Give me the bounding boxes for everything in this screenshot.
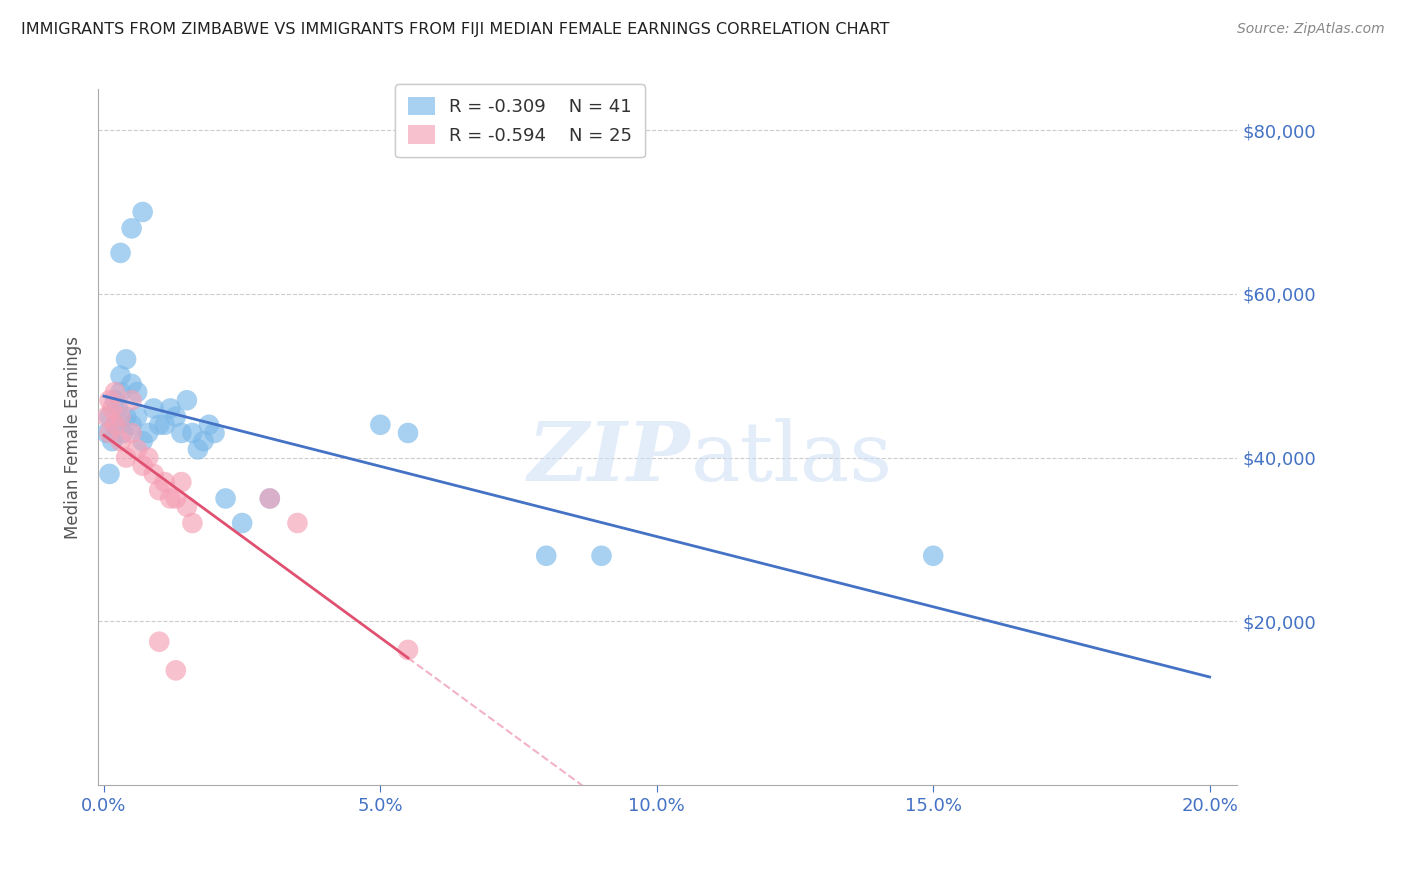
Point [107, 401, 129, 416]
Point [127, 385, 149, 400]
Point [110, 368, 132, 383]
Point [181, 516, 204, 530]
Point [165, 409, 187, 424]
Point [131, 458, 153, 473]
Point [181, 425, 204, 440]
Point [142, 401, 165, 416]
Point [153, 417, 176, 432]
Point [534, 549, 557, 563]
Point [170, 425, 193, 440]
Point [104, 385, 127, 400]
Point [165, 664, 187, 678]
Y-axis label: Median Female Earnings: Median Female Earnings [65, 335, 83, 539]
Point [159, 401, 181, 416]
Point [131, 434, 153, 449]
Point [104, 417, 127, 432]
Point [136, 450, 159, 465]
Point [231, 516, 253, 530]
Point [204, 425, 226, 440]
Point [115, 450, 138, 465]
Point [176, 500, 198, 514]
Point [98, 425, 121, 440]
Point [110, 434, 132, 449]
Point [214, 491, 236, 506]
Point [148, 483, 170, 498]
Point [121, 221, 143, 235]
Point [193, 434, 215, 449]
Point [591, 549, 613, 563]
Point [104, 417, 127, 432]
Point [153, 475, 176, 489]
Legend: R = -0.309    N = 41, R = -0.594    N = 25: R = -0.309 N = 41, R = -0.594 N = 25 [395, 85, 645, 157]
Text: ZIP: ZIP [529, 418, 690, 498]
Text: IMMIGRANTS FROM ZIMBABWE VS IMMIGRANTS FROM FIJI MEDIAN FEMALE EARNINGS CORRELAT: IMMIGRANTS FROM ZIMBABWE VS IMMIGRANTS F… [21, 22, 890, 37]
Point [287, 516, 309, 530]
Point [121, 376, 143, 391]
Point [98, 467, 121, 481]
Point [187, 442, 209, 457]
Point [148, 634, 170, 648]
Point [159, 491, 181, 506]
Point [110, 246, 132, 260]
Point [396, 425, 419, 440]
Point [121, 425, 143, 440]
Point [115, 352, 138, 367]
Point [121, 393, 143, 408]
Point [198, 417, 221, 432]
Point [136, 425, 159, 440]
Point [110, 409, 132, 424]
Point [110, 385, 132, 400]
Point [115, 409, 138, 424]
Point [98, 393, 121, 408]
Point [165, 491, 187, 506]
Point [104, 393, 127, 408]
Point [259, 491, 281, 506]
Point [131, 205, 153, 219]
Point [101, 401, 124, 416]
Point [170, 475, 193, 489]
Text: Source: ZipAtlas.com: Source: ZipAtlas.com [1237, 22, 1385, 37]
Point [142, 467, 165, 481]
Point [176, 393, 198, 408]
Point [96, 425, 118, 440]
Point [112, 425, 135, 440]
Point [259, 491, 281, 506]
Point [127, 442, 149, 457]
Point [101, 434, 124, 449]
Point [121, 417, 143, 432]
Text: atlas: atlas [690, 418, 893, 498]
Point [98, 409, 121, 424]
Point [96, 409, 118, 424]
Point [370, 417, 392, 432]
Point [396, 643, 419, 657]
Point [127, 409, 149, 424]
Point [922, 549, 945, 563]
Point [148, 417, 170, 432]
